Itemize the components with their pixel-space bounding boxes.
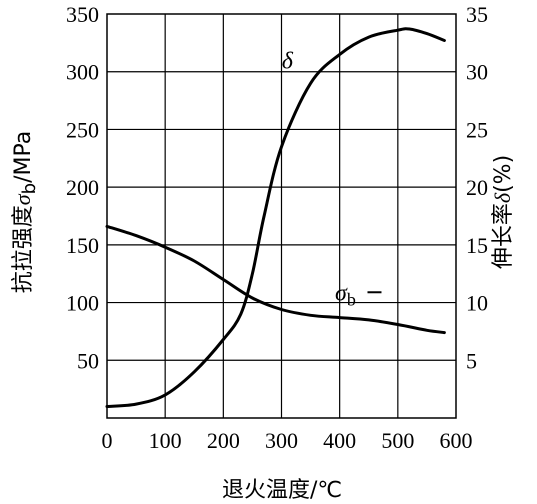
left-tick-label: 50 xyxy=(77,348,99,373)
right-axis-ticks: 5 10 15 20 25 30 35 xyxy=(466,2,488,373)
right-tick-label: 10 xyxy=(466,291,488,316)
right-tick-label: 35 xyxy=(466,2,488,27)
x-tick-label: 400 xyxy=(323,428,356,453)
series-line-sigma-b xyxy=(105,224,446,335)
x-tick-label: 600 xyxy=(440,428,473,453)
x-axis-title: 退火温度/℃ xyxy=(222,478,342,503)
left-tick-label: 250 xyxy=(66,117,99,142)
x-tick-label: 0 xyxy=(102,428,113,453)
left-axis-title: 抗拉强度σb/MPa xyxy=(10,131,40,293)
grid xyxy=(107,14,456,418)
left-tick-label: 150 xyxy=(66,233,99,258)
right-axis-title: 伸长率δ(%) xyxy=(490,155,516,269)
series-annotation-sigma-b: σb xyxy=(335,280,356,309)
series-line-delta xyxy=(105,27,446,408)
series-lines xyxy=(105,27,446,408)
series-annotations: δ σb xyxy=(282,48,382,309)
right-tick-label: 20 xyxy=(466,175,488,200)
left-tick-label: 200 xyxy=(66,175,99,200)
left-tick-label: 100 xyxy=(66,291,99,316)
series-annotation-delta: δ xyxy=(282,48,294,74)
right-tick-label: 5 xyxy=(466,348,477,373)
x-tick-label: 500 xyxy=(381,428,414,453)
left-tick-label: 300 xyxy=(66,60,99,85)
plot-frame xyxy=(106,13,457,419)
x-axis-ticks: 0 100 200 300 400 500 600 xyxy=(102,428,473,453)
x-tick-label: 100 xyxy=(149,428,182,453)
right-tick-label: 15 xyxy=(466,233,488,258)
left-axis-ticks: 50 100 150 200 250 300 350 xyxy=(66,2,99,373)
right-tick-label: 30 xyxy=(466,60,488,85)
x-tick-label: 300 xyxy=(265,428,298,453)
right-tick-label: 25 xyxy=(466,117,488,142)
left-tick-label: 350 xyxy=(66,2,99,27)
x-tick-label: 200 xyxy=(207,428,240,453)
